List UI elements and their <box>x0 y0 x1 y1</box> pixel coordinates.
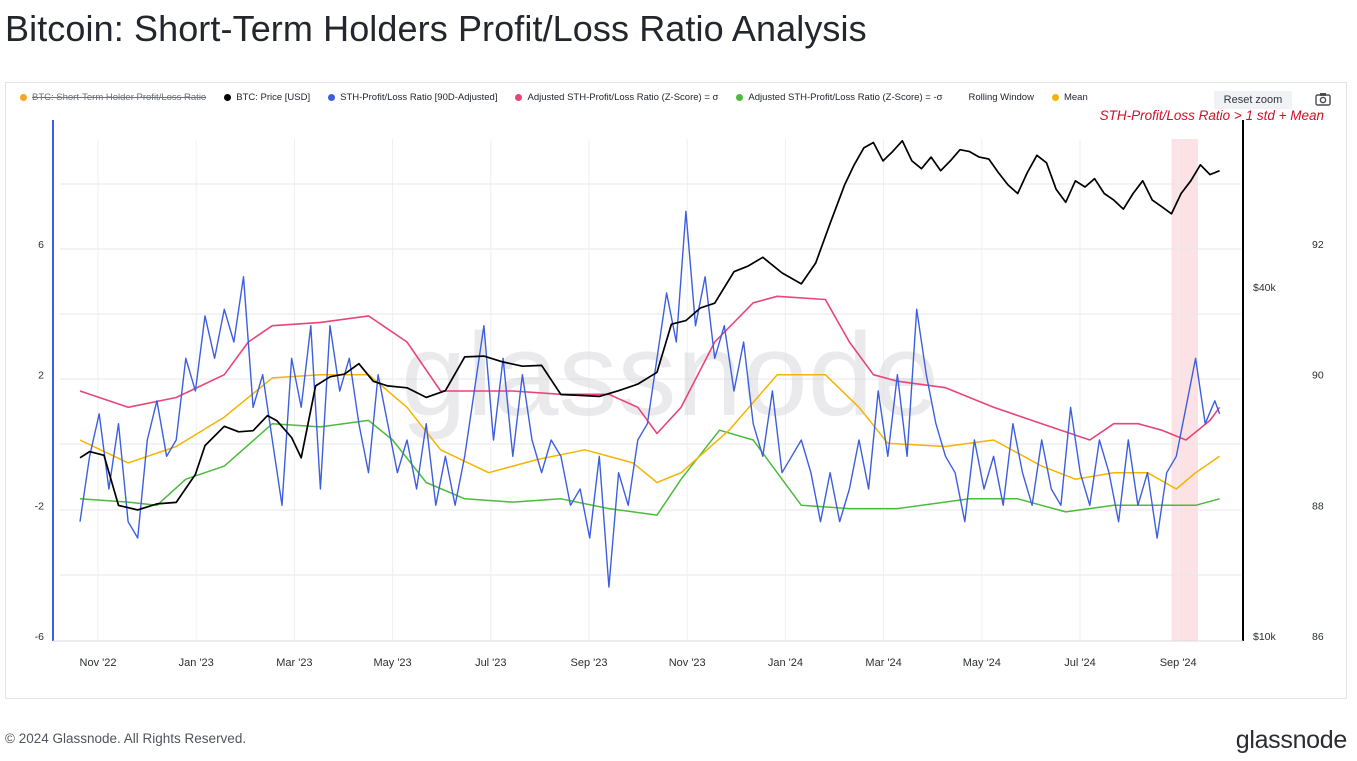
price-tick-label: $10k <box>1253 631 1277 643</box>
left-tick-label: -2 <box>35 500 44 512</box>
legend-dot-price <box>224 93 232 101</box>
price-tick-label: $40k <box>1253 282 1277 294</box>
x-tick-label: Mar '24 <box>865 657 901 669</box>
x-tick-label: Jan '24 <box>768 657 803 669</box>
legend-item-upper-band[interactable]: Adjusted STH-Profit/Loss Ratio (Z-Score)… <box>515 92 718 103</box>
legend-dot-sth-ratio <box>20 93 27 101</box>
series-adjusted-ratio <box>79 210 1221 588</box>
legend-item-sth-ratio[interactable]: BTC: Short-Term Holder Profit/Loss Ratio <box>20 92 206 103</box>
x-tick-label: Jul '24 <box>1064 657 1095 669</box>
x-tick-label: Sep '24 <box>1160 657 1197 669</box>
left-tick-label: -6 <box>35 631 44 643</box>
legend-label: STH-Profit/Loss Ratio [90D-Adjusted] <box>340 91 498 103</box>
x-tick-label: Nov '23 <box>669 657 706 669</box>
ratio-tick-label: 90 <box>1312 370 1324 382</box>
legend-dot-adjusted-ratio <box>328 93 336 101</box>
ratio-tick-label: 86 <box>1312 631 1324 643</box>
legend-label: BTC: Short-Term Holder Profit/Loss Ratio <box>32 91 207 103</box>
x-tick-label: Nov '22 <box>80 657 117 669</box>
chart-frame <box>5 82 1347 699</box>
legend-item-lower-band[interactable]: Adjusted STH-Profit/Loss Ratio (Z-Score)… <box>736 92 942 103</box>
ratio-tick-label: 92 <box>1312 239 1324 251</box>
legend-label: Adjusted STH-Profit/Loss Ratio (Z-Score)… <box>748 91 943 103</box>
x-tick-label: Jan '23 <box>179 657 214 669</box>
legend-item-rolling-window[interactable]: Rolling Window <box>968 92 1033 103</box>
highlight-annotation: STH-Profit/Loss Ratio > 1 std + Mean <box>1099 108 1324 123</box>
legend-item-mean[interactable]: Mean <box>1051 91 1088 103</box>
ratio-tick-label: 88 <box>1312 500 1324 512</box>
legend-dot-lower-band <box>736 93 744 101</box>
legend-label: Mean <box>1063 91 1088 103</box>
left-tick-label: 2 <box>38 370 44 382</box>
left-tick-label: 6 <box>38 239 44 251</box>
x-tick-label: Sep '23 <box>571 657 608 669</box>
brand-logo: glassnode <box>1235 726 1348 754</box>
copyright: © 2024 Glassnode. All Rights Reserved. <box>5 731 247 746</box>
legend-label: BTC: Price [USD] <box>236 91 311 103</box>
x-tick-label: Mar '23 <box>276 657 312 669</box>
reset-zoom-button[interactable]: Reset zoom <box>1214 91 1292 109</box>
legend-label: Rolling Window <box>968 91 1034 103</box>
x-tick-label: May '24 <box>963 657 1001 669</box>
series-upper-band <box>79 295 1221 441</box>
legend-label: Adjusted STH-Profit/Loss Ratio (Z-Score)… <box>527 91 719 103</box>
x-tick-label: May '23 <box>374 657 412 669</box>
chart-legend: BTC: Short-Term Holder Profit/Loss Ratio… <box>20 90 1106 104</box>
series-price <box>79 139 1220 511</box>
page-title: Bitcoin: Short-Term Holders Profit/Loss … <box>5 8 867 49</box>
legend-item-price[interactable]: BTC: Price [USD] <box>224 92 310 103</box>
legend-dot-upper-band <box>515 93 523 101</box>
camera-icon[interactable] <box>1315 92 1331 106</box>
legend-item-adjusted-ratio[interactable]: STH-Profit/Loss Ratio [90D-Adjusted] <box>328 92 497 103</box>
highlight-region <box>1171 139 1198 641</box>
series-lower-band <box>79 419 1220 516</box>
x-tick-label: Jul '23 <box>475 657 506 669</box>
legend-dot-mean <box>1051 93 1059 101</box>
